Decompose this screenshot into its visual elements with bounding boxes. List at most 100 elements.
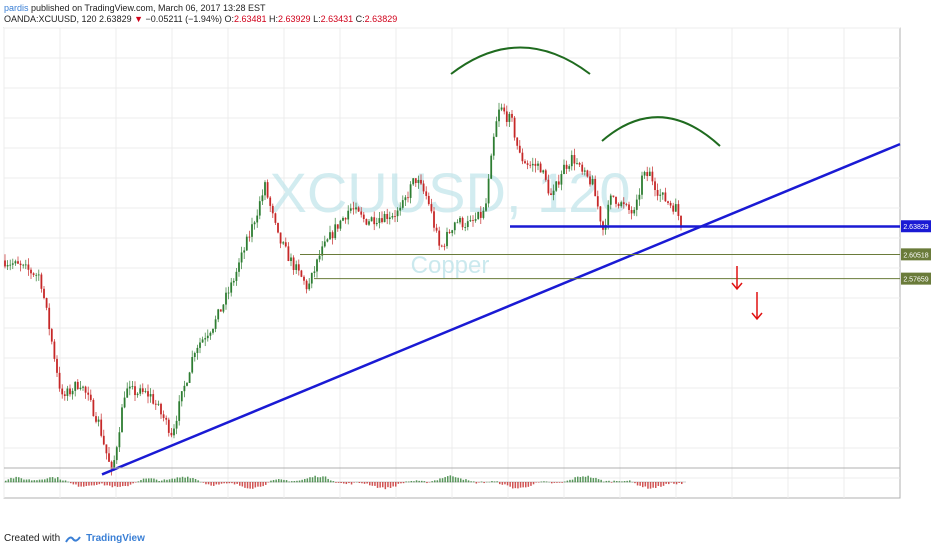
oscillator-bar [187, 476, 189, 483]
oscillator-bar [447, 476, 449, 483]
oscillator-bar [564, 481, 566, 483]
candle-body [89, 394, 92, 400]
candle-body [472, 220, 474, 221]
candle-body [303, 276, 305, 281]
candle-body [37, 274, 40, 276]
candle-body [232, 280, 235, 283]
oscillator-bar [623, 481, 626, 483]
candle-body [115, 447, 118, 461]
oscillator-bar [103, 482, 106, 486]
oscillator-bar [595, 477, 597, 483]
oscillator-bar [57, 477, 59, 483]
candle-body [282, 242, 285, 244]
oscillator-bar [439, 478, 441, 483]
candle-body [206, 335, 209, 339]
candle-body [48, 307, 51, 330]
candle-body [144, 391, 147, 392]
candle-body [401, 200, 404, 208]
oscillator-bar [75, 482, 77, 485]
oscillator-bar [319, 477, 322, 483]
candle-body [326, 239, 329, 242]
candle-body [118, 432, 121, 448]
tradingview-logo-icon [65, 535, 81, 543]
candle-body [139, 388, 142, 394]
oscillator-bar [166, 479, 168, 483]
oscillator-bar [504, 482, 506, 485]
oscillator-bar [132, 482, 134, 484]
tradingview-brand[interactable]: TradingView [86, 533, 145, 544]
oscillator-bar [470, 481, 472, 483]
oscillator-panel [4, 467, 900, 490]
oscillator-bar [12, 478, 15, 483]
candle-body [157, 403, 160, 405]
candle-body [113, 460, 116, 469]
candle-body [219, 309, 222, 312]
oscillator-bar [483, 482, 485, 484]
oscillator-bar [46, 478, 49, 483]
oscillator-bar [597, 479, 600, 483]
candle-body [581, 164, 584, 172]
oscillator-bar [155, 479, 158, 483]
candle-body [451, 230, 454, 234]
candle-body [560, 174, 563, 185]
candle-body [204, 338, 207, 340]
candle-body [180, 391, 183, 402]
oscillator-bar [145, 478, 147, 483]
candle-body [238, 262, 240, 272]
oscillator-bar [553, 482, 556, 483]
candle-body [505, 111, 508, 122]
oscillator-bar [465, 479, 467, 483]
author-link[interactable]: pardis [4, 3, 29, 13]
candle-body [648, 171, 651, 177]
oscillator-bar [452, 476, 454, 483]
candle-body [443, 245, 446, 247]
candle-body [63, 394, 66, 397]
oscillator-bar [90, 482, 93, 486]
oscillator-bar [31, 480, 33, 483]
oscillator-bar [228, 482, 231, 484]
oscillator-bar [49, 477, 51, 483]
oscillator-bar [33, 480, 36, 483]
candle-body [147, 391, 149, 397]
oscillator-bar [400, 482, 402, 484]
candle-body [4, 260, 6, 267]
price-label-text: 2.57659 [903, 277, 928, 284]
candle-body [388, 217, 391, 219]
oscillator-bar [392, 482, 394, 487]
high-value: 2.63929 [278, 14, 311, 24]
candle-body [269, 197, 272, 206]
oscillator-bar [215, 482, 218, 485]
oscillator-bar [493, 481, 496, 483]
candle-body [214, 319, 217, 329]
oscillator-bar [616, 481, 618, 483]
oscillator-bar [161, 480, 163, 483]
oscillator-bar [532, 482, 535, 485]
oscillator-bar [460, 478, 462, 483]
candle-body [40, 274, 43, 289]
oscillator-bar [111, 482, 114, 488]
candle-body [479, 211, 482, 218]
oscillator-bar [72, 482, 75, 485]
candle-body [297, 264, 300, 271]
oscillator-bar [621, 481, 623, 483]
oscillator-bar [353, 482, 355, 483]
candle-body [594, 178, 597, 197]
candle-body [323, 241, 326, 247]
oscillator-bar [15, 476, 17, 483]
oscillator-bar [590, 477, 592, 483]
candle-body [6, 265, 9, 267]
footer: Created with TradingView [4, 533, 145, 544]
oscillator-bar [467, 480, 470, 483]
candle-body [287, 246, 290, 262]
oscillator-bar [116, 482, 119, 487]
candle-body [641, 175, 643, 195]
candle-body [513, 117, 516, 138]
candle-body [32, 273, 35, 275]
candle-body [199, 342, 201, 348]
candle-body [97, 419, 100, 422]
candle-body [373, 217, 376, 225]
oscillator-bar [36, 480, 38, 483]
price-chart[interactable]: XCUUSD, 120 Copper 2.63829 2.60518 2.57659 [0, 26, 932, 526]
oscillator-bar [345, 482, 348, 485]
candle-body [266, 182, 269, 198]
